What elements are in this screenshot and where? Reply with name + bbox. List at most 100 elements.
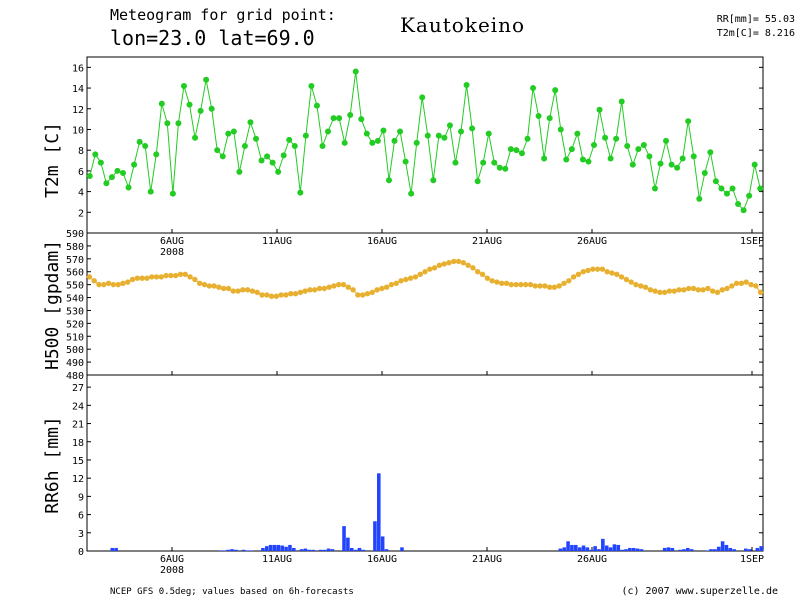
h500-point	[86, 274, 93, 280]
t2m-point	[629, 161, 636, 168]
rr6h-bar	[400, 547, 404, 551]
t2m-point	[746, 192, 753, 199]
y-tick-label: 3	[78, 529, 84, 540]
t2m-point	[480, 159, 487, 166]
t2m-point	[541, 155, 548, 162]
t2m-point	[236, 168, 243, 175]
h500-point	[101, 281, 107, 288]
t2m-point	[214, 147, 221, 154]
h500-point	[733, 280, 740, 287]
t2m-point	[452, 159, 459, 166]
t2m-panel: 2 4 6 8 10 12 14 16	[72, 56, 764, 234]
rr6h-bar	[585, 547, 590, 551]
h500-point	[302, 288, 308, 294]
rr6h-bar	[353, 549, 358, 551]
t2m-point	[86, 173, 93, 180]
h500-point	[206, 283, 212, 289]
t2m-point	[385, 177, 392, 184]
h500-point	[724, 285, 730, 292]
rr6h-bar	[299, 549, 304, 551]
h500-point	[182, 271, 188, 278]
t2m-point	[219, 153, 226, 160]
t2m-point	[380, 127, 387, 134]
h500-point	[508, 281, 514, 288]
t2m-point	[297, 189, 304, 196]
h500-point	[446, 259, 452, 266]
h500-point	[662, 289, 668, 296]
h500-point	[139, 275, 145, 281]
x-tick-label: 16AUG	[367, 236, 397, 247]
y-tick-label: 12	[72, 474, 84, 485]
y-tick-label: 550	[66, 281, 84, 292]
h500-point	[729, 283, 735, 289]
h500-point	[575, 271, 582, 278]
rr6h-bar	[276, 544, 281, 551]
h500-point	[388, 281, 395, 288]
rr6h-bar	[272, 544, 277, 551]
h500-point	[676, 287, 682, 293]
t2m-point	[330, 115, 337, 122]
rr6h-bar	[628, 547, 632, 551]
y-tick-label: 10	[72, 125, 84, 136]
rr6h-bar	[261, 547, 265, 551]
t2m-point	[125, 184, 132, 191]
h500-point	[340, 281, 347, 288]
rr6h-bar	[678, 549, 682, 551]
h500-point	[709, 288, 716, 294]
h500-point	[168, 272, 174, 279]
h500-point	[647, 287, 654, 293]
panel-frame	[86, 374, 764, 552]
t2m-point	[663, 137, 670, 144]
t2m-point	[729, 185, 736, 192]
h500-point	[499, 280, 505, 287]
h500-point	[705, 285, 711, 292]
h500-point	[91, 278, 97, 284]
h500-point	[489, 278, 495, 284]
station-name: Kautokeino	[400, 13, 525, 37]
h500-point	[546, 284, 553, 290]
t2m-point	[751, 161, 758, 168]
h500-point	[695, 287, 701, 293]
t2m-point	[530, 85, 537, 92]
x-tick-label: 1SEP	[740, 236, 764, 247]
t2m-point	[302, 132, 309, 139]
t2m-point	[269, 159, 276, 166]
t2m-point	[496, 164, 503, 171]
h500-point	[369, 289, 375, 296]
h500-point	[455, 258, 462, 265]
h500-point	[379, 285, 385, 292]
rr6h-bar	[662, 547, 667, 551]
rr6h-bar	[713, 549, 717, 551]
rr6h-bar	[373, 521, 377, 551]
h500-axis-label: H500 [gpdam]	[42, 240, 63, 370]
h500-point	[666, 288, 673, 294]
h500-point	[288, 290, 294, 297]
h500-point	[585, 267, 591, 274]
rr6h-bar	[384, 549, 389, 551]
rr6h-bar	[319, 549, 323, 551]
h500-point	[757, 289, 764, 296]
h500-point	[700, 287, 706, 293]
t2m-point	[618, 98, 625, 105]
rr6h-bar	[604, 545, 609, 551]
t2m-point	[685, 118, 692, 125]
h500-point	[407, 275, 414, 281]
h500-point	[537, 283, 543, 289]
t2m-point	[579, 156, 586, 163]
rr6h-bar	[728, 547, 733, 551]
t2m-point	[308, 82, 315, 89]
y-tick-label: 18	[72, 438, 84, 449]
t2m-point	[546, 115, 553, 122]
t2m-point	[313, 102, 320, 109]
t2m-point	[180, 82, 187, 89]
h500-point	[364, 290, 371, 297]
h500-point	[422, 269, 428, 275]
t2m-point	[613, 135, 620, 142]
h500-point	[312, 287, 318, 293]
y-tick-label: 8	[78, 146, 84, 157]
h500-point	[254, 289, 260, 296]
t2m-point	[319, 143, 326, 150]
rr6h-bar	[326, 548, 331, 551]
h500-point	[542, 283, 548, 289]
